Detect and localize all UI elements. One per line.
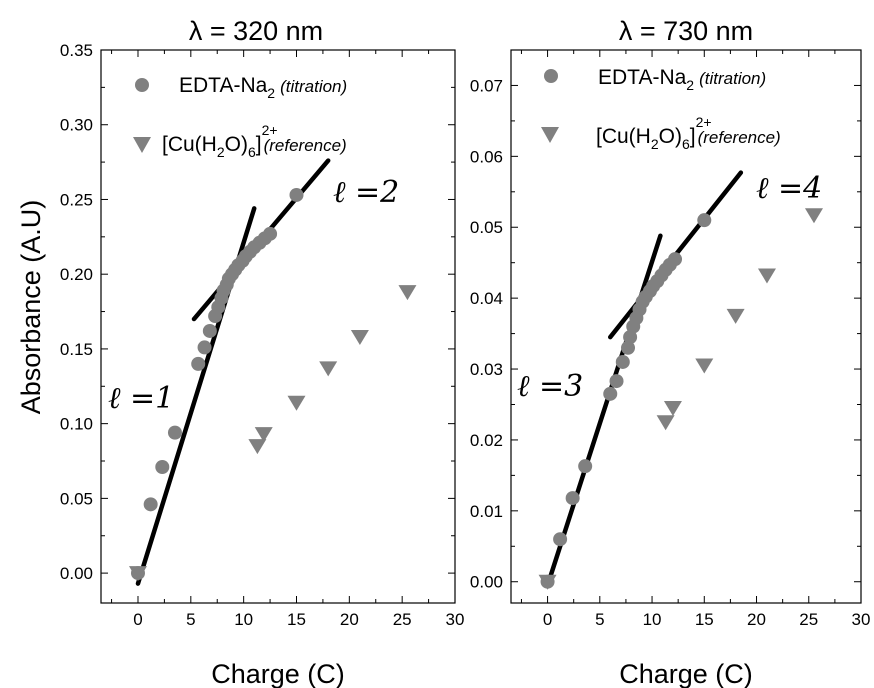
y-tick-label: 0.15 xyxy=(60,340,93,359)
data-point-circle xyxy=(263,226,278,241)
legend-entry-titration: EDTA-Na2 (titration) xyxy=(598,66,766,93)
legend-entry-titration: EDTA-Na2 (titration) xyxy=(179,74,347,101)
data-point-triangle xyxy=(695,358,714,374)
legend-entry-reference: [Cu(H2O)6]2+ (reference) xyxy=(596,114,781,152)
annotation-l3: ℓ =3 xyxy=(517,369,583,404)
y-tick-label: 0.07 xyxy=(470,76,503,95)
annotation-l2: ℓ =2 xyxy=(333,175,399,210)
data-point-triangle xyxy=(757,268,776,284)
data-point-circle xyxy=(603,386,618,401)
data-point-circle xyxy=(609,374,624,389)
plot-frame xyxy=(100,49,456,604)
panel-320nm: λ = 320 nm Absorbance (A.U) Charge (C) E… xyxy=(16,16,464,688)
data-point-circle xyxy=(697,213,712,228)
x-axis-title: Charge (C) xyxy=(211,659,345,688)
legend-circle-marker xyxy=(135,78,149,92)
data-point-circle xyxy=(155,459,170,474)
legend-circle-marker xyxy=(544,69,558,83)
chart-title: λ = 320 nm xyxy=(189,16,323,46)
data-point-triangle xyxy=(350,329,369,345)
legend-entry-reference: [Cu(H2O)6]2+ (reference) xyxy=(162,122,347,160)
y-tick-label: 0.06 xyxy=(470,147,503,166)
y-tick-label: 0.25 xyxy=(60,190,93,209)
y-tick-label: 0.00 xyxy=(60,564,93,583)
y-tick-label: 0.03 xyxy=(470,360,503,379)
chart-title: λ = 730 nm xyxy=(619,16,753,46)
legend: EDTA-Na2 (titration) [Cu(H2O)6]2+ (referen… xyxy=(541,66,781,152)
x-tick-label: 30 xyxy=(852,610,871,629)
data-point-circle xyxy=(615,354,630,369)
data-point-triangle xyxy=(656,415,675,431)
y-axis-title: Absorbance (A.U) xyxy=(16,200,46,415)
x-tick-label: 5 xyxy=(186,610,195,629)
data-point-triangle xyxy=(398,285,417,301)
y-tick-label: 0.35 xyxy=(60,41,93,60)
data-point-circle xyxy=(197,340,212,355)
y-tick-label: 0.00 xyxy=(470,573,503,592)
data-point-circle xyxy=(565,491,580,506)
data-point-circle xyxy=(623,330,638,345)
y-tick-label: 0.30 xyxy=(60,116,93,135)
data-point-circle xyxy=(668,252,683,267)
data-point-triangle xyxy=(248,439,267,455)
data-point-triangle xyxy=(254,427,273,443)
legend-triangle-marker xyxy=(133,137,151,153)
x-tick-label: 20 xyxy=(340,610,359,629)
y-tick-label: 0.05 xyxy=(60,489,93,508)
x-tick-label: 10 xyxy=(643,610,662,629)
data-point-circle xyxy=(553,532,568,547)
y-tick-label: 0.04 xyxy=(470,289,503,308)
data-point-circle xyxy=(143,497,158,512)
x-tick-label: 30 xyxy=(446,610,465,629)
x-tick-label: 25 xyxy=(799,610,818,629)
legend: EDTA-Na2 (titration) [Cu(H2O)6]2+ (referen… xyxy=(133,74,347,160)
x-tick-label: 0 xyxy=(133,610,142,629)
y-tick-label: 0.01 xyxy=(470,502,503,521)
x-axis-title: Charge (C) xyxy=(619,659,753,688)
x-tick-label: 0 xyxy=(543,610,552,629)
plot-frame xyxy=(510,49,862,604)
data-point-triangle xyxy=(128,566,147,582)
annotation-l1: ℓ =1 xyxy=(108,381,174,416)
y-tick-label: 0.20 xyxy=(60,265,93,284)
data-point-circle xyxy=(289,187,304,202)
data-point-circle xyxy=(202,323,217,338)
data-point-triangle xyxy=(663,401,682,417)
data-point-triangle xyxy=(287,395,306,411)
fit-line xyxy=(545,233,663,588)
data-point-triangle xyxy=(726,308,745,324)
y-tick-label: 0.02 xyxy=(470,431,503,450)
x-tick-label: 20 xyxy=(747,610,766,629)
data-point-triangle xyxy=(804,208,823,224)
data-point-circle xyxy=(578,459,593,474)
data-point-triangle xyxy=(319,361,338,377)
annotation-l4: ℓ =4 xyxy=(756,171,822,206)
x-tick-label: 15 xyxy=(287,610,306,629)
data-point-circle xyxy=(621,340,636,355)
panel-730nm: λ = 730 nm Charge (C) EDTA-Na2 (titration… xyxy=(470,16,871,688)
y-tick-label: 0.05 xyxy=(470,218,503,237)
data-point-circle xyxy=(167,425,182,440)
legend-triangle-marker xyxy=(541,127,559,143)
x-tick-label: 10 xyxy=(234,610,253,629)
x-tick-label: 25 xyxy=(393,610,412,629)
data-point-triangle xyxy=(538,574,557,590)
data-point-circle xyxy=(191,356,206,371)
x-tick-label: 15 xyxy=(695,610,714,629)
x-tick-label: 5 xyxy=(595,610,604,629)
y-tick-label: 0.10 xyxy=(60,415,93,434)
